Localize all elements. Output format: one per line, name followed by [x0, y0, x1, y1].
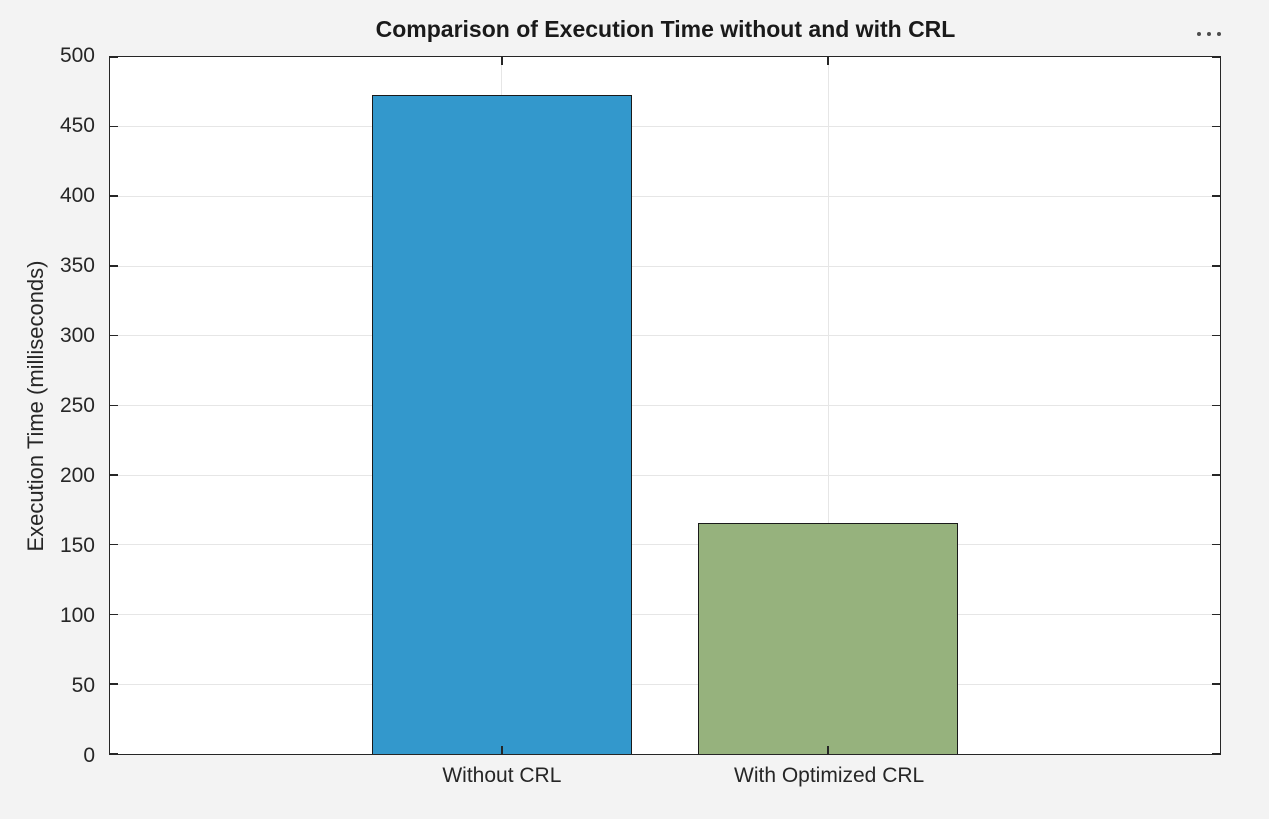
y-axis-tick-right	[1212, 334, 1220, 337]
vertical-gridline	[827, 57, 829, 754]
y-axis-tick-right	[1212, 265, 1220, 267]
y-axis-tick-right	[1212, 543, 1220, 546]
y-axis-tick-label: 100	[59, 604, 95, 627]
chart-title: Comparison of Execution Time without and…	[375, 16, 956, 42]
y-axis-tick-label: 50	[71, 674, 95, 697]
plot-area	[109, 56, 1221, 755]
y-axis-tick-label: 0	[83, 744, 95, 767]
y-axis-tick-left	[110, 125, 118, 128]
y-axis-tick-label: 150	[59, 534, 95, 557]
y-axis-tick-label: 400	[59, 184, 95, 207]
y-axis-tick-right	[1212, 753, 1220, 755]
y-axis-tick-right	[1212, 404, 1220, 406]
y-axis-tick-right	[1212, 683, 1220, 685]
ellipsis-horizontal-icon	[1207, 32, 1211, 36]
x-axis-tick-bottom	[501, 746, 503, 754]
x-axis-tick-top	[501, 57, 503, 65]
y-axis-tick-right	[1212, 195, 1220, 197]
ellipsis-horizontal-icon	[1197, 32, 1201, 36]
x-axis-tick-label: With Optimized CRL	[734, 764, 925, 787]
y-axis-tick-left	[110, 613, 118, 616]
x-axis-tick-label: Without CRL	[442, 764, 562, 787]
horizontal-gridline	[110, 683, 1220, 685]
horizontal-gridline	[110, 614, 1220, 616]
y-axis-tick-left	[110, 56, 118, 58]
bar-without-crl[interactable]	[371, 94, 632, 754]
y-axis-tick-left	[110, 334, 118, 337]
y-axis-tick-label: 300	[59, 324, 95, 347]
y-axis-tick-right	[1212, 56, 1220, 58]
y-axis-tick-left	[110, 404, 118, 406]
y-axis-tick-right	[1212, 474, 1220, 476]
horizontal-gridline	[110, 265, 1220, 267]
y-axis-tick-left	[110, 543, 118, 546]
y-axis-tick-left	[110, 753, 118, 755]
y-axis-tick-label: 350	[59, 254, 95, 277]
horizontal-gridline	[110, 195, 1220, 197]
y-axis-tick-label: 250	[59, 394, 95, 417]
y-axis-tick-label: 450	[59, 114, 95, 137]
ellipsis-horizontal-icon	[1217, 32, 1221, 36]
x-axis-tick-top	[827, 57, 829, 65]
horizontal-gridline	[110, 126, 1220, 128]
horizontal-gridline	[110, 335, 1220, 337]
y-axis-tick-left	[110, 683, 118, 685]
figure-options-button[interactable]	[1186, 22, 1232, 46]
x-axis-tick-bottom	[827, 746, 829, 754]
bar-with-optimized-crl[interactable]	[698, 522, 959, 754]
y-axis-tick-left	[110, 265, 118, 267]
horizontal-gridline	[110, 474, 1220, 476]
y-axis-tick-label: 500	[59, 44, 95, 67]
y-axis-tick-left	[110, 195, 118, 197]
y-axis-tick-left	[110, 474, 118, 476]
horizontal-gridline	[110, 544, 1220, 546]
y-axis-tick-label: 200	[59, 464, 95, 487]
y-axis-tick-right	[1212, 613, 1220, 616]
y-axis-tick-right	[1212, 125, 1220, 128]
horizontal-gridline	[110, 405, 1220, 406]
